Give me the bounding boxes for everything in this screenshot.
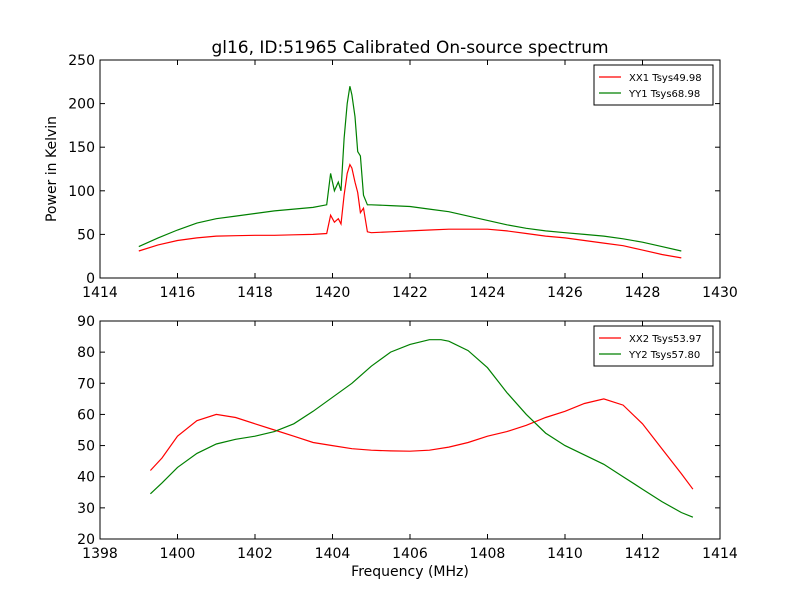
x-axis-label: Frequency (MHz) [351,564,469,580]
x-tick-label: 1430 [702,285,738,301]
x-tick-label: 1400 [160,546,196,562]
y-tick-label: 50 [77,227,95,243]
x-tick-label: 1398 [82,546,118,562]
y-tick-label: 100 [68,184,95,200]
top-plot-lines [138,86,682,259]
legend-box [593,325,714,367]
y-tick-label: 70 [77,376,95,392]
y-tick-label: 90 [77,314,95,330]
y-tick-label: 0 [86,271,95,287]
x-tick-label: 1414 [702,546,738,562]
top-spectrum-panel: gl16, ID:51965 Calibrated On-source spec… [44,38,738,301]
x-tick-label: 1422 [392,285,428,301]
y-axis-label: Power in Kelvin [44,116,60,222]
legend-label: XX2 Tsys53.97 [629,334,702,345]
legend-box [593,64,714,106]
y-tick-label: 30 [77,501,95,517]
x-tick-label: 1428 [625,285,661,301]
legend-label: YY2 Tsys57.80 [628,350,700,361]
y-tick-label: 200 [68,97,95,113]
x-tick-label: 1424 [470,285,506,301]
bottom-axis-ticks: 1398 1400 1402 1404 1406 1408 1410 1412 1414 20 30… [77,314,738,562]
bottom-series-line-1 [149,398,694,490]
x-tick-label: 1420 [315,285,351,301]
x-tick-label: 1410 [547,546,583,562]
top-axis-ticks: 1414 1416 1418 1420 1422 1424 1426 1428 1430 0 50 1… [68,53,738,301]
top-plot-frame [99,59,721,279]
chart-title: gl16, ID:51965 Calibrated On-source spec… [211,38,608,58]
bottom-series-line-2 [149,339,694,518]
top-series-line-1 [138,163,682,259]
legend-label: YY1 Tsys68.98 [628,89,700,100]
bottom-legend: XX2 Tsys53.97 YY2 Tsys57.80 [593,325,714,367]
legend-label: XX1 Tsys49.98 [629,73,702,84]
x-tick-label: 1416 [160,285,196,301]
bottom-spectrum-panel: Frequency (MHz) 1398 1400 1402 1404 1406 1408… [77,314,738,580]
y-tick-label: 20 [77,532,95,548]
y-tick-label: 50 [77,439,95,455]
y-tick-label: 40 [77,470,95,486]
x-tick-label: 1408 [470,546,506,562]
x-tick-label: 1404 [315,546,351,562]
top-legend: XX1 Tsys49.98 YY1 Tsys68.98 [593,64,714,106]
y-tick-label: 250 [68,53,95,69]
x-tick-label: 1414 [82,285,118,301]
y-tick-label: 60 [77,407,95,423]
x-tick-label: 1402 [237,546,273,562]
bottom-plot-frame [99,320,721,540]
y-tick-label: 150 [68,140,95,156]
x-tick-label: 1418 [237,285,273,301]
x-tick-label: 1426 [547,285,583,301]
x-tick-label: 1406 [392,546,428,562]
bottom-plot-lines [149,339,694,518]
y-tick-label: 80 [77,345,95,361]
top-series-line-2 [138,86,682,252]
x-tick-label: 1412 [625,546,661,562]
